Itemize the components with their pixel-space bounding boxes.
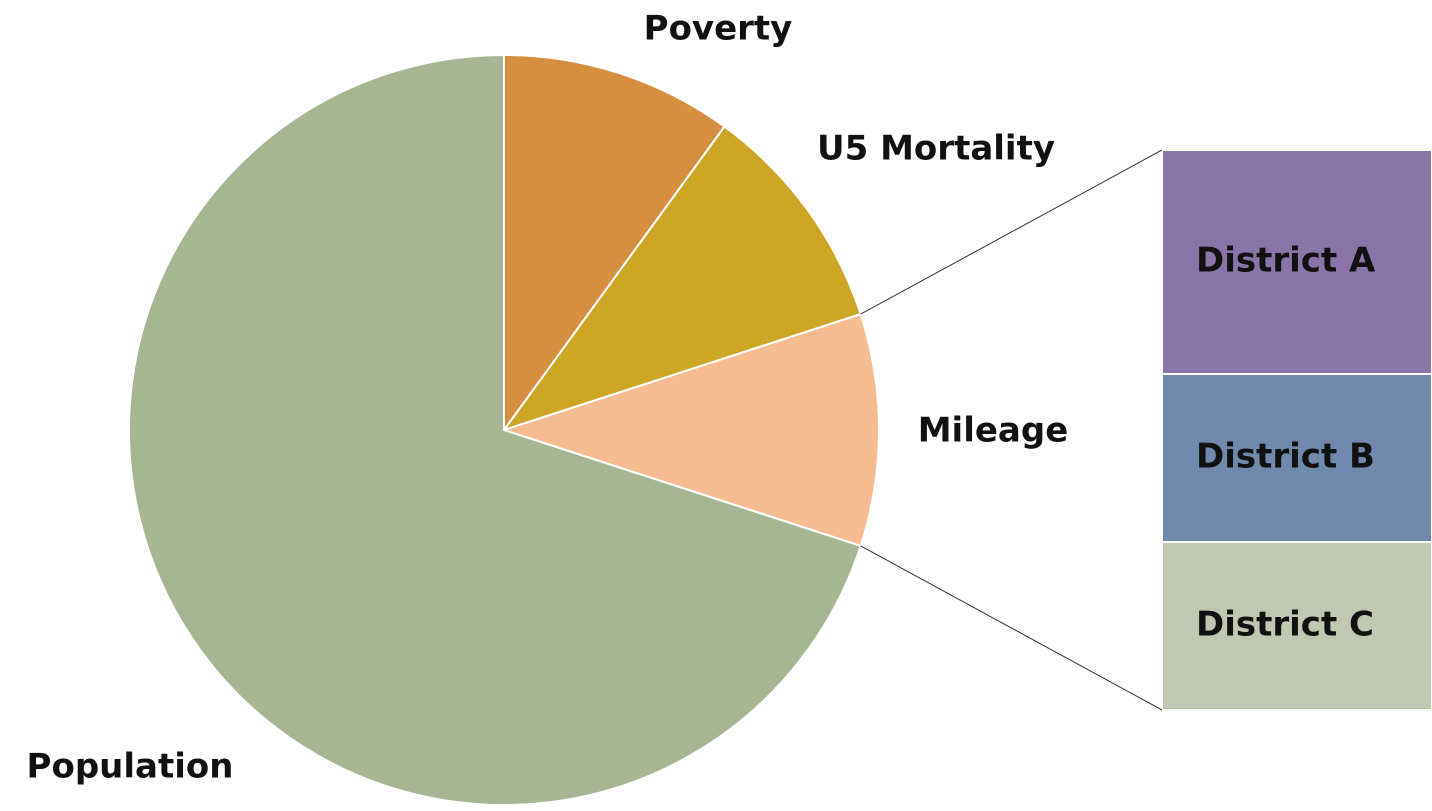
slice-label: Population xyxy=(27,747,234,787)
breakdown-segment xyxy=(1161,541,1432,711)
connector-line xyxy=(860,545,1163,711)
pie-slice xyxy=(128,53,862,806)
pie-slice xyxy=(503,53,726,434)
pie-slice xyxy=(500,312,880,548)
breakdown-label: District C xyxy=(1196,605,1374,645)
breakdown-label: District A xyxy=(1196,241,1376,281)
connector-line xyxy=(860,149,1163,315)
slice-label: Poverty xyxy=(644,9,793,49)
slice-label: U5 Mortality xyxy=(817,129,1055,169)
breakdown-label: District B xyxy=(1196,437,1375,477)
slice-label: Mileage xyxy=(918,411,1069,451)
pie-slice xyxy=(501,125,862,432)
breakdown-segment xyxy=(1161,373,1432,543)
